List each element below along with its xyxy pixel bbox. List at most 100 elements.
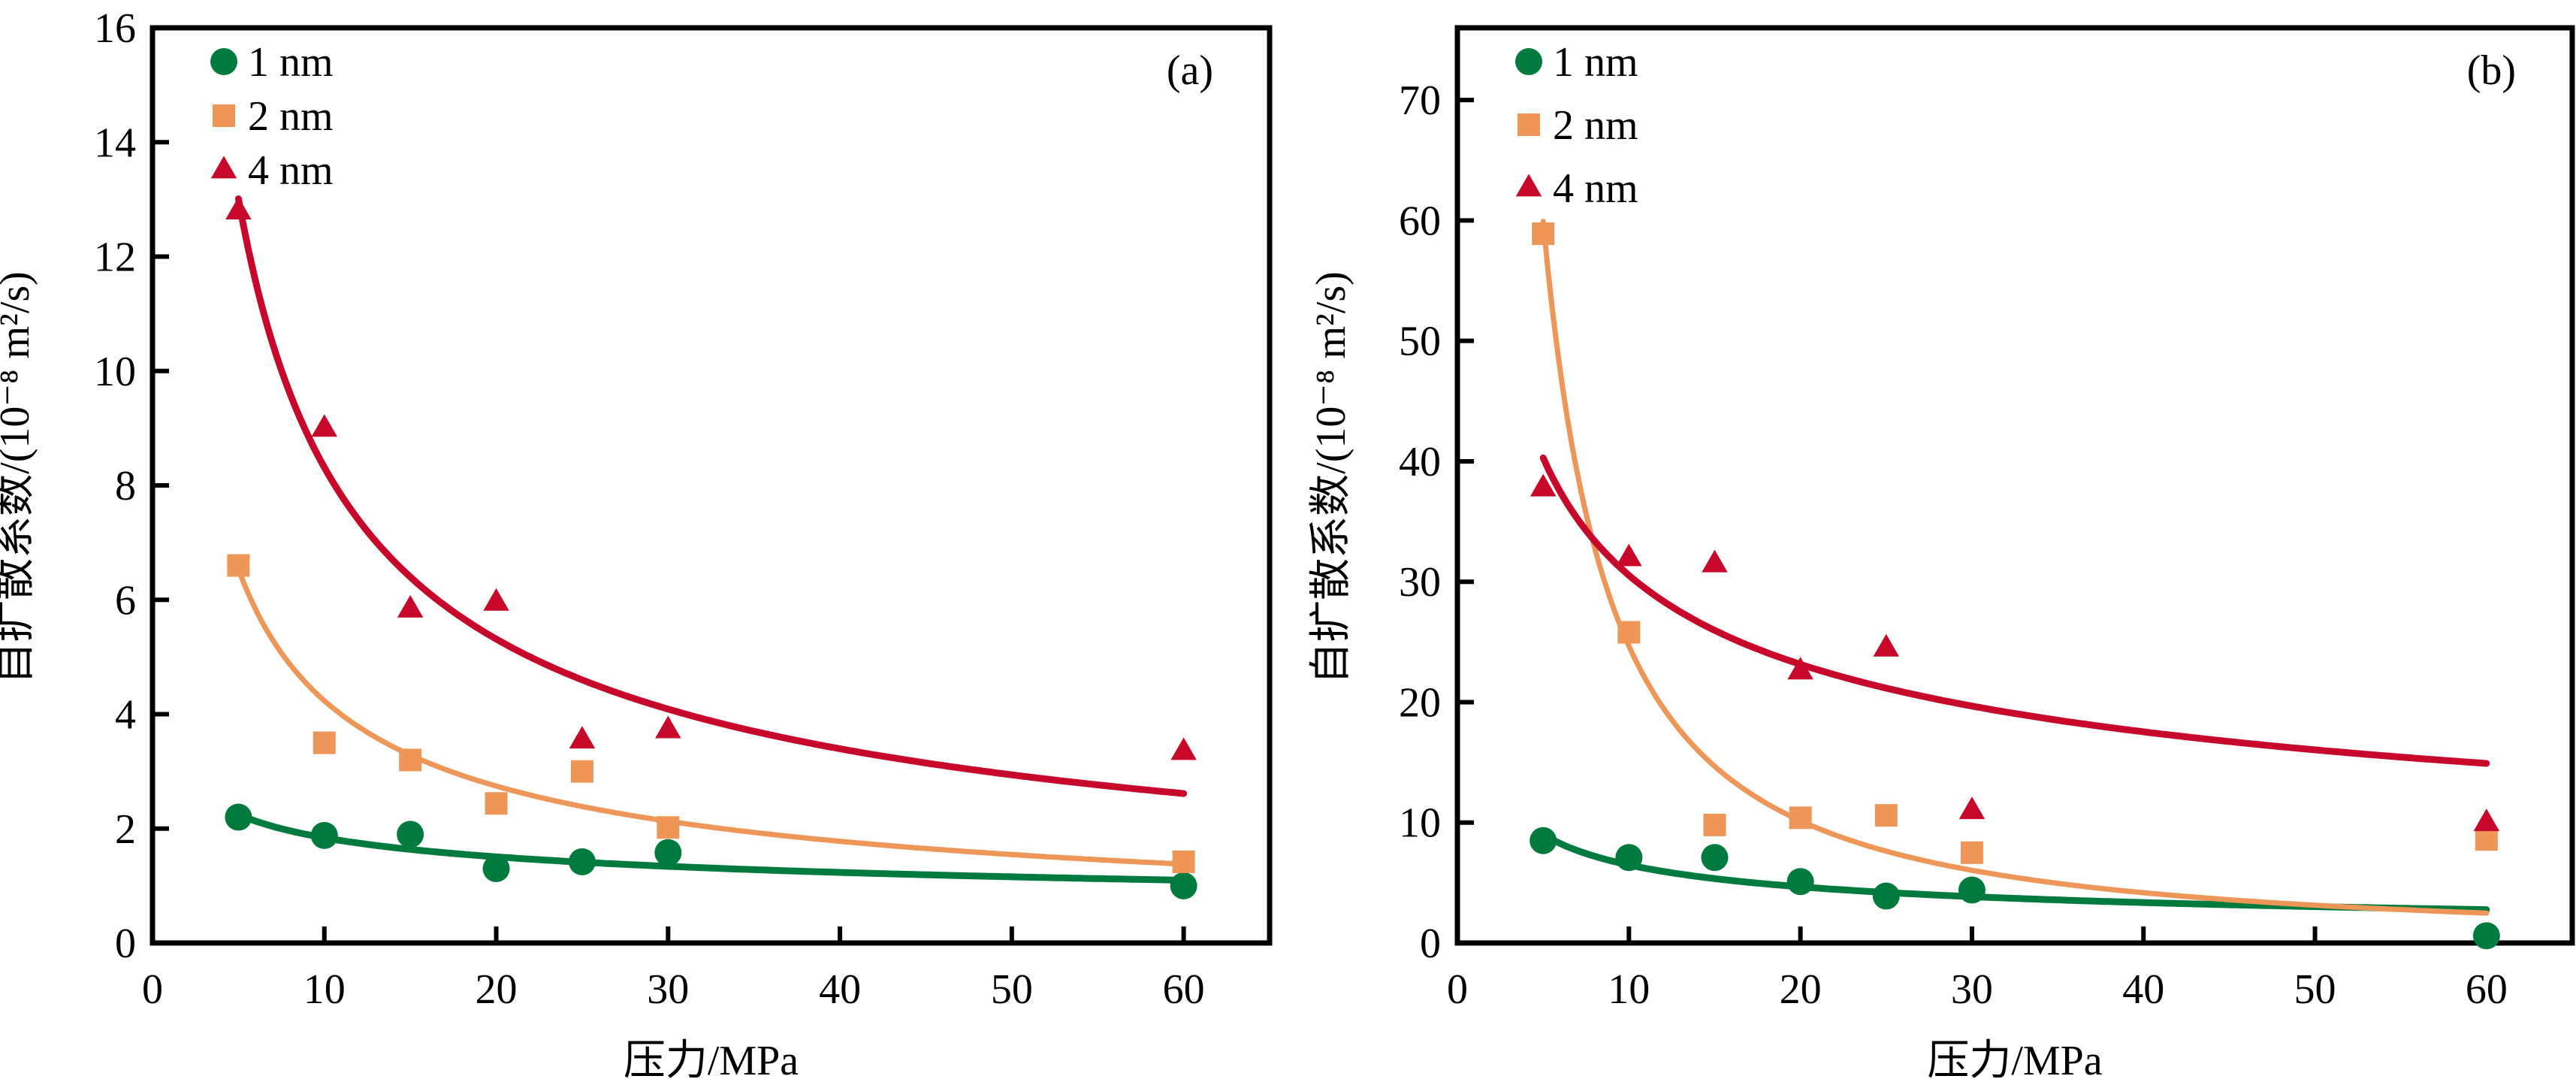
data-point	[2472, 922, 2500, 950]
legend-label: 2 nm	[1553, 102, 1638, 149]
x-tick-label: 10	[304, 966, 346, 1013]
legend-label: 4 nm	[248, 147, 334, 194]
data-point	[310, 821, 338, 849]
series-2nm	[227, 554, 1195, 873]
fit-curve-4nm	[1539, 454, 2490, 767]
data-point	[1617, 621, 1641, 644]
data-point	[654, 839, 682, 866]
data-point	[1170, 872, 1197, 899]
series-1nm	[1530, 827, 2500, 950]
fit-curve-2nm	[1540, 219, 2490, 916]
series-4nm	[225, 197, 1197, 760]
series-2nm	[1532, 222, 2498, 864]
fit-curve-2nm	[235, 567, 1187, 867]
y-tick-label: 40	[1399, 439, 1441, 485]
data-point	[1616, 543, 1642, 567]
x-tick-label: 20	[476, 966, 518, 1013]
legend-marker-circle	[1515, 48, 1542, 75]
data-point	[1532, 222, 1555, 246]
data-point	[1958, 876, 1986, 904]
data-point	[1172, 850, 1195, 873]
y-tick-label: 0	[115, 920, 136, 967]
y-tick-label: 14	[94, 119, 136, 166]
panel-b: 0 10 20 30 40 50 60 0 10 20 30 40 50 60 70 压力/MPa 自扩散系数/…	[1308, 25, 2575, 1079]
legend-marker-circle	[210, 48, 237, 75]
data-point	[1872, 882, 1900, 910]
data-point	[1787, 657, 1813, 680]
data-point	[1703, 813, 1726, 836]
data-point	[397, 594, 424, 618]
series-4nm	[1530, 473, 2500, 832]
y-tick-label: 60	[1399, 198, 1441, 244]
y-axis-title: 自扩散系数/(10⁻⁸ m²/s)	[1308, 271, 1354, 685]
series-1nm	[225, 803, 1197, 899]
data-point	[311, 414, 338, 437]
data-point	[2475, 828, 2498, 851]
x-tick-label: 50	[2294, 966, 2336, 1013]
data-point	[1958, 796, 1986, 820]
data-point	[485, 792, 508, 815]
data-point	[313, 731, 336, 754]
data-point	[397, 821, 424, 848]
y-tick-label: 2	[115, 806, 136, 853]
y-tick-label: 0	[1420, 920, 1441, 967]
x-tick-label: 10	[1608, 966, 1650, 1013]
data-point	[657, 816, 680, 839]
data-point	[2473, 808, 2500, 832]
y-tick-label: 4	[115, 692, 136, 739]
legend-marker-triangle	[210, 156, 237, 179]
legend-label: 2 nm	[248, 93, 334, 140]
y-tick-label: 6	[115, 577, 136, 624]
data-point	[1874, 804, 1898, 827]
x-axis-title: 压力/MPa	[624, 1038, 799, 1079]
fit-curve-1nm	[1539, 831, 2490, 914]
x-tick-label: 50	[991, 966, 1033, 1013]
legend-marker-square	[1518, 113, 1540, 136]
data-point	[482, 855, 510, 883]
y-axis-title: 自扩散系数/(10⁻⁸ m²/s)	[0, 271, 38, 685]
y-tick-label: 50	[1399, 319, 1441, 365]
data-point	[1873, 633, 1900, 657]
legend-marker-triangle	[1515, 174, 1542, 197]
data-point	[1530, 473, 1557, 497]
legend: 1 nm 2 nm 4 nm	[210, 39, 334, 194]
fit-curve-1nm	[234, 811, 1188, 884]
x-axis-title: 压力/MPa	[1927, 1038, 2102, 1079]
legend-label: 4 nm	[1553, 165, 1638, 212]
fit-curve-4nm	[234, 195, 1188, 797]
data-point	[569, 726, 596, 749]
legend-label: 1 nm	[248, 39, 334, 86]
x-tick-label: 40	[819, 966, 861, 1013]
y-tick-label: 16	[94, 5, 136, 52]
y-tick-label: 70	[1399, 77, 1441, 124]
y-tick-label: 12	[94, 234, 136, 281]
data-point	[1702, 549, 1728, 573]
data-point	[570, 760, 593, 783]
legend-marker-square	[213, 104, 235, 127]
x-tick-label: 0	[142, 966, 163, 1013]
data-point	[1960, 841, 1983, 864]
y-tick-label: 10	[94, 349, 136, 395]
x-tick-label: 30	[647, 966, 689, 1013]
data-point	[227, 554, 250, 577]
data-point	[1170, 737, 1197, 760]
y-tick-label: 8	[115, 463, 136, 509]
panel-label: (a)	[1167, 47, 1213, 94]
x-tick-label: 0	[1447, 966, 1468, 1013]
data-point	[1789, 806, 1812, 830]
plot-frame	[1454, 25, 2575, 946]
x-tick-label: 40	[2122, 966, 2164, 1013]
x-tick-label: 60	[2466, 966, 2508, 1013]
y-tick-label: 20	[1399, 679, 1441, 726]
panel-a: 0 10 20 30 40 50 60 0 2 4 6 8 10 12 14 16 压力/MPa 自扩散系数/(1…	[0, 5, 1273, 1079]
data-point	[1615, 844, 1643, 872]
data-point	[1786, 868, 1814, 896]
y-tick-label: 10	[1399, 800, 1441, 847]
x-tick-label: 60	[1163, 966, 1205, 1013]
y-tick-label: 30	[1399, 559, 1441, 606]
data-point	[399, 748, 422, 772]
data-point	[1701, 844, 1729, 872]
x-tick-label: 30	[1951, 966, 1993, 1013]
data-point	[483, 588, 509, 611]
